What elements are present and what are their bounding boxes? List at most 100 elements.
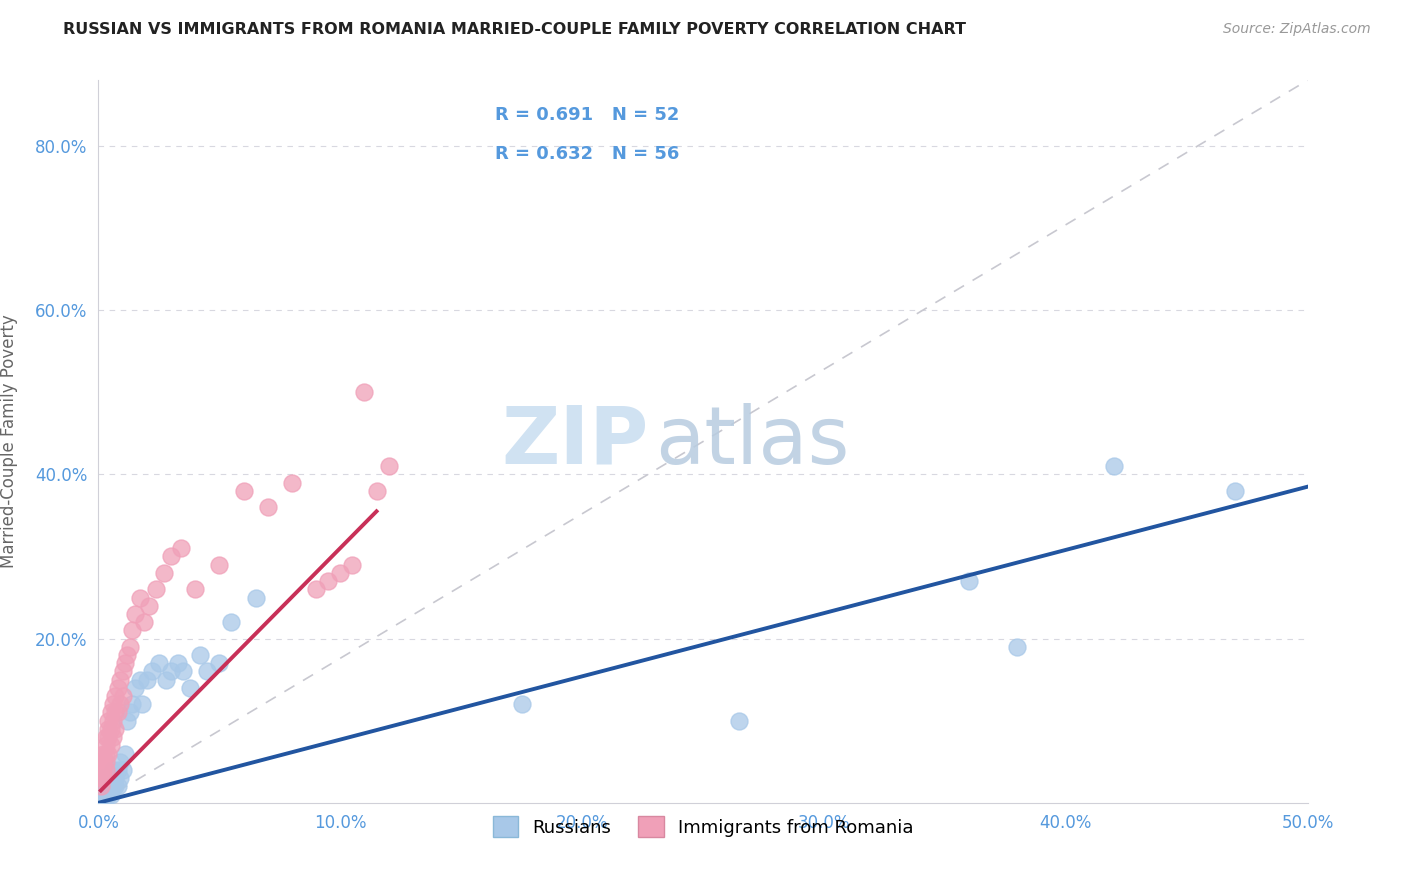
Point xyxy=(208,558,231,572)
Point xyxy=(167,657,190,671)
Point xyxy=(94,747,117,761)
Point xyxy=(90,780,112,794)
Point xyxy=(107,780,129,794)
Point xyxy=(172,665,194,679)
Point xyxy=(256,500,278,515)
Point xyxy=(104,780,127,794)
Text: R = 0.691   N = 52: R = 0.691 N = 52 xyxy=(495,105,679,124)
Point xyxy=(91,771,114,785)
Point xyxy=(184,582,207,597)
Point xyxy=(91,771,114,785)
Point xyxy=(100,788,122,802)
Point xyxy=(97,722,120,736)
Point xyxy=(305,582,328,597)
Point xyxy=(100,771,122,785)
Point xyxy=(232,483,254,498)
Point xyxy=(128,673,150,687)
Text: R = 0.632   N = 56: R = 0.632 N = 56 xyxy=(495,145,679,163)
Point xyxy=(141,665,163,679)
Point xyxy=(117,714,139,728)
Point xyxy=(1007,640,1029,654)
Point xyxy=(957,574,980,588)
Point xyxy=(121,698,143,712)
Legend: Russians, Immigrants from Romania: Russians, Immigrants from Romania xyxy=(485,809,921,845)
Point xyxy=(97,747,120,761)
Point xyxy=(91,788,114,802)
Point xyxy=(148,657,170,671)
Point xyxy=(160,549,183,564)
Point xyxy=(97,771,120,785)
Point xyxy=(155,673,177,687)
Point xyxy=(90,771,112,785)
Text: Source: ZipAtlas.com: Source: ZipAtlas.com xyxy=(1223,22,1371,37)
Point xyxy=(111,665,134,679)
Point xyxy=(117,648,139,662)
Point xyxy=(135,673,157,687)
Text: ZIP: ZIP xyxy=(502,402,648,481)
Point xyxy=(108,673,131,687)
Point xyxy=(118,706,141,720)
Point xyxy=(94,771,117,785)
Point xyxy=(160,665,183,679)
Point xyxy=(97,714,120,728)
Point xyxy=(128,591,150,605)
Point xyxy=(179,681,201,695)
Point xyxy=(195,665,218,679)
Point xyxy=(100,780,122,794)
Point xyxy=(94,780,117,794)
Point xyxy=(97,780,120,794)
Point xyxy=(97,730,120,744)
Point xyxy=(208,657,231,671)
Point xyxy=(510,698,533,712)
Point xyxy=(169,541,191,556)
Point xyxy=(353,385,375,400)
Point xyxy=(97,788,120,802)
Point xyxy=(107,763,129,777)
Point xyxy=(100,722,122,736)
Point xyxy=(108,698,131,712)
Point xyxy=(107,681,129,695)
Point xyxy=(101,698,124,712)
Point xyxy=(104,722,127,736)
Point xyxy=(94,780,117,794)
Point xyxy=(101,780,124,794)
Point xyxy=(342,558,364,572)
Point xyxy=(104,706,127,720)
Point xyxy=(101,763,124,777)
Point xyxy=(114,657,136,671)
Point xyxy=(131,698,153,712)
Point xyxy=(91,755,114,769)
Point xyxy=(728,714,751,728)
Point xyxy=(104,771,127,785)
Point xyxy=(138,599,160,613)
Point xyxy=(91,788,114,802)
Point xyxy=(104,689,127,703)
Point xyxy=(316,574,339,588)
Point xyxy=(91,780,114,794)
Point xyxy=(90,755,112,769)
Point xyxy=(134,615,156,630)
Point xyxy=(145,582,167,597)
Point xyxy=(124,607,146,621)
Point xyxy=(91,763,114,777)
Point xyxy=(245,591,267,605)
Point xyxy=(111,689,134,703)
Point xyxy=(329,566,352,580)
Point xyxy=(1102,459,1125,474)
Point xyxy=(118,640,141,654)
Point xyxy=(111,763,134,777)
Point xyxy=(281,475,304,490)
Point xyxy=(90,780,112,794)
Point xyxy=(94,739,117,753)
Point xyxy=(221,615,243,630)
Point xyxy=(94,763,117,777)
Point xyxy=(188,648,211,662)
Point xyxy=(91,747,114,761)
Point xyxy=(152,566,174,580)
Point xyxy=(1223,483,1246,498)
Point xyxy=(90,763,112,777)
Point xyxy=(90,788,112,802)
Point xyxy=(108,755,131,769)
Point xyxy=(94,755,117,769)
Point xyxy=(101,714,124,728)
